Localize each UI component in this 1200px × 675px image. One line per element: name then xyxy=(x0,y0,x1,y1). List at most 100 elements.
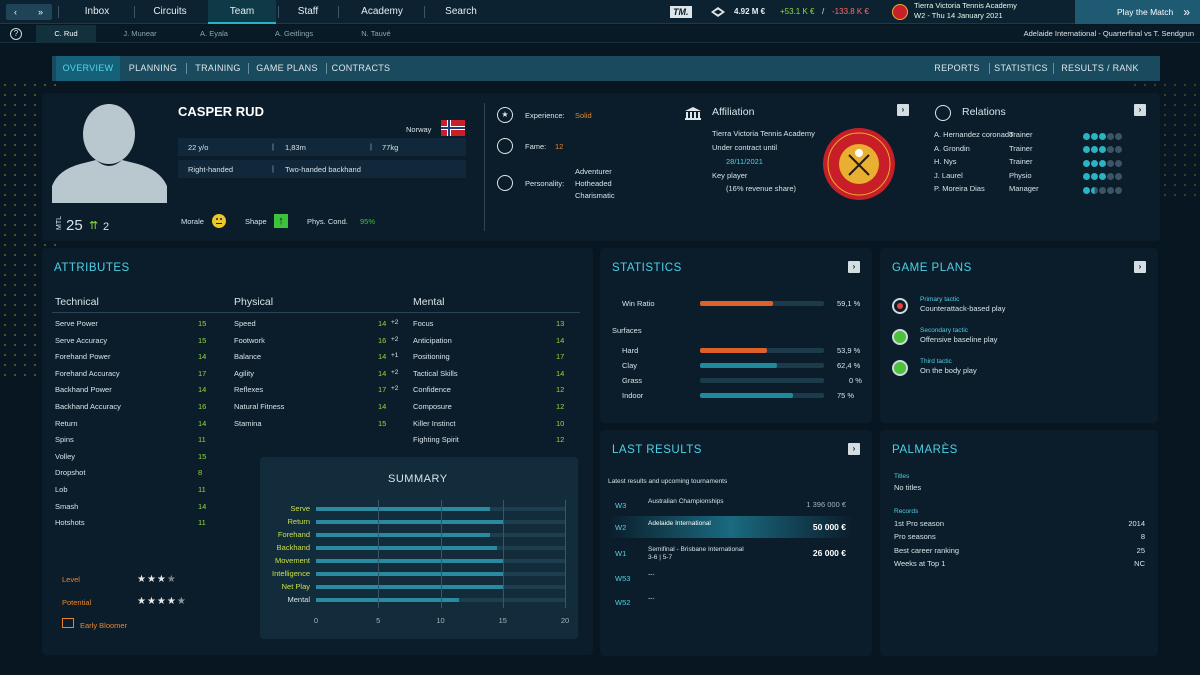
summary-bar xyxy=(316,533,491,537)
nav-team[interactable]: Team xyxy=(208,0,276,24)
player-tab[interactable]: C. Rud xyxy=(36,25,96,43)
surface-bar xyxy=(700,393,824,398)
surface-name: Hard xyxy=(622,346,639,355)
relation-dot xyxy=(1083,173,1090,181)
attribute-name: Footwork xyxy=(234,335,265,345)
forward-arrow-icon[interactable]: » xyxy=(38,7,44,17)
surface-value: 0 % xyxy=(849,376,862,385)
nav-search[interactable]: Search xyxy=(445,6,477,17)
player-name: CASPER RUD xyxy=(178,104,264,119)
money-icon xyxy=(710,6,726,18)
attribute-value: 15 xyxy=(378,418,387,428)
attribute-value: 12 xyxy=(556,385,565,395)
help-icon[interactable]: ? xyxy=(10,28,22,40)
back-forward-buttons[interactable]: ‹ » xyxy=(6,4,52,20)
player-age: 22 y/o xyxy=(188,143,209,152)
tab-planning[interactable]: PLANNING xyxy=(128,63,178,73)
game-plans-open-button[interactable]: › xyxy=(1134,261,1146,273)
relation-level-dots xyxy=(1083,158,1123,168)
attribute-name: Dropshot xyxy=(55,468,86,478)
player-hand: Right-handed xyxy=(188,165,234,174)
player-tab[interactable]: J. Munear xyxy=(123,29,157,38)
tab-game-plans[interactable]: GAME PLANS xyxy=(256,63,318,73)
expense: -133.8 K € xyxy=(832,7,869,16)
mtl-value: 25 xyxy=(66,217,83,234)
relation-dot xyxy=(1107,173,1114,181)
experience-value: Solid xyxy=(575,111,592,120)
surface-value: 53,9 % xyxy=(837,346,861,355)
tab-statistics[interactable]: STATISTICS xyxy=(994,63,1048,73)
back-arrow-icon[interactable]: ‹ xyxy=(14,7,17,17)
attribute-name: Confidence xyxy=(413,385,451,395)
attribute-value: 14 xyxy=(378,402,387,411)
player-tab[interactable]: N. Tauvé xyxy=(361,29,391,38)
surface-bar xyxy=(700,378,824,383)
academy-crest-logo xyxy=(822,127,896,201)
bloomer-icon xyxy=(62,618,74,628)
attribute-value: 15 xyxy=(198,451,207,461)
nav-inbox[interactable]: Inbox xyxy=(84,6,110,17)
relation-role: Trainer xyxy=(1009,157,1033,166)
tab-reports[interactable]: REPORTS xyxy=(934,63,980,73)
last-results-subtitle: Latest results and upcoming tournaments xyxy=(608,478,728,485)
tab-results-rank[interactable]: RESULTS / RANK xyxy=(1061,63,1139,73)
play-match-button[interactable]: Play the Match » xyxy=(1075,0,1200,24)
summary-bar xyxy=(316,572,503,576)
shape-up-icon: ↑ xyxy=(274,214,288,228)
attribute-name: Serve Accuracy xyxy=(55,335,108,345)
nav-staff[interactable]: Staff xyxy=(297,6,319,17)
experience-label: Experience: xyxy=(525,111,565,120)
relation-dot xyxy=(1099,173,1106,181)
surface-value: 75 % xyxy=(837,391,855,400)
tab-overview[interactable]: OVERVIEW xyxy=(56,56,120,81)
relation-role: Physio xyxy=(1009,170,1032,180)
player-tabs-bar: ? C. Rud J. Munear A. Eyala A. Geitlings… xyxy=(0,25,1200,43)
last-results-open-button[interactable]: › xyxy=(848,443,860,455)
tab-training[interactable]: TRAINING xyxy=(195,63,241,73)
affiliation-club: Tierra Victoria Tennis Academy xyxy=(712,129,815,138)
titles-value: No titles xyxy=(894,483,922,492)
player-tab[interactable]: A. Eyala xyxy=(200,29,228,38)
attribute-name: Backhand Power xyxy=(55,385,112,395)
attribute-name: Reflexes xyxy=(234,385,264,395)
experience-icon: ★ xyxy=(497,107,513,123)
relation-dot xyxy=(1099,132,1106,140)
primary-tactic-icon xyxy=(892,298,908,314)
relation-name: A. Hernandez coronado xyxy=(934,130,1014,139)
mtl-label: MTL xyxy=(56,216,63,230)
relations-open-button[interactable]: › xyxy=(1134,104,1146,116)
record-value: 8 xyxy=(1140,532,1145,542)
attribute-progress: +2 xyxy=(391,385,399,393)
summary-tick-label: 10 xyxy=(436,616,445,625)
player-tab[interactable]: A. Geitlings xyxy=(274,29,314,38)
affiliation-open-button[interactable]: › xyxy=(897,104,909,116)
surface-name: Clay xyxy=(622,361,638,370)
relation-dot xyxy=(1115,186,1122,194)
attribute-name: Fighting Spirit xyxy=(413,435,459,445)
summary-category-label: Return xyxy=(287,517,310,526)
personality-label: Personality: xyxy=(525,179,565,188)
attribute-name: Forehand Power xyxy=(55,352,111,362)
summary-category-label: Forehand xyxy=(277,530,310,539)
result-tournament: Semifinal - Brisbane International xyxy=(648,546,744,553)
summary-tick-label: 0 xyxy=(313,616,319,625)
tab-contracts[interactable]: CONTRACTS xyxy=(331,63,391,73)
phys-value: 95% xyxy=(360,217,376,226)
result-prize: 1 396 000 € xyxy=(806,500,846,509)
attribute-value: 8 xyxy=(198,468,203,478)
academy-building-icon xyxy=(684,106,702,120)
record-name: Weeks at Top 1 xyxy=(894,558,946,568)
attribute-value: 11 xyxy=(198,485,206,494)
attribute-value: 14 xyxy=(198,385,207,395)
win-ratio-value: 59,1 % xyxy=(837,299,861,308)
relation-role: Trainer xyxy=(1009,130,1033,139)
fame-value: 12 xyxy=(555,142,564,151)
result-tournament: --- xyxy=(648,571,655,578)
tm-logo: TM. xyxy=(670,6,692,18)
statistics-open-button[interactable]: › xyxy=(848,261,860,273)
nav-academy[interactable]: Academy xyxy=(361,6,403,17)
result-score: 3-6 | 5-7 xyxy=(648,554,673,561)
nav-circuits[interactable]: Circuits xyxy=(153,6,187,17)
secondary-tactic-icon xyxy=(892,329,908,345)
game-plans-title: GAME PLANS xyxy=(892,262,972,274)
